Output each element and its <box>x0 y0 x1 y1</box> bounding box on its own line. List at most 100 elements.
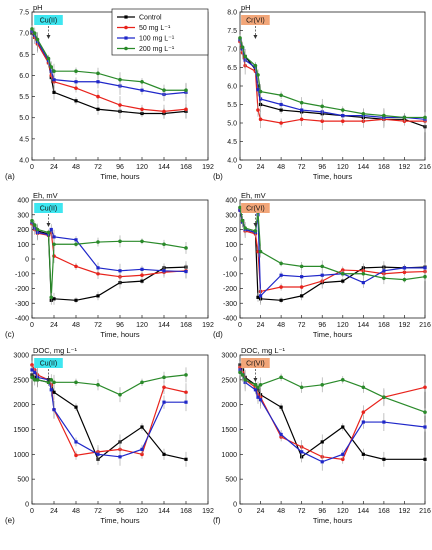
annotation-box <box>241 15 270 25</box>
x-tick-label: 96 <box>318 164 326 171</box>
data-point <box>52 90 56 94</box>
data-point <box>320 383 325 387</box>
data-point <box>74 440 78 444</box>
data-point <box>162 109 166 114</box>
data-point <box>74 238 78 242</box>
data-point <box>140 239 144 244</box>
plot-frame <box>239 199 426 319</box>
data-point <box>74 86 78 90</box>
series-1 <box>238 37 427 131</box>
data-point <box>361 271 366 276</box>
x-tick-label: 72 <box>298 322 306 329</box>
x-tick-label: 72 <box>298 508 306 515</box>
data-point <box>74 80 78 84</box>
data-point <box>96 71 100 76</box>
y-tick-label: 6.5 <box>227 65 237 72</box>
data-point <box>46 380 51 385</box>
y-tick-label: 6.0 <box>227 84 237 91</box>
y-tick-label: 0 <box>233 502 237 509</box>
data-point <box>140 88 144 92</box>
x-axis-label: Time, hours <box>100 172 140 181</box>
chart-panel-a: 0 24 48 72 96 120 144 168 192 4.0 4.5 5.0 5.5 6.0 6.5 7… <box>5 3 214 181</box>
data-point <box>258 249 263 254</box>
data-point <box>240 45 245 49</box>
data-point <box>49 227 53 232</box>
x-tick-label: 144 <box>158 164 170 171</box>
annotation-arrowhead <box>253 223 258 227</box>
data-point <box>256 73 260 77</box>
x-tick-label: 0 <box>238 508 242 515</box>
data-point <box>238 205 242 210</box>
x-tick-label: 24 <box>257 164 265 171</box>
series-line <box>239 371 426 413</box>
annotation-label: Cr(VI) <box>246 361 265 368</box>
data-point <box>320 104 325 109</box>
x-tick-label: 96 <box>318 322 326 329</box>
x-tick-label: 96 <box>318 508 326 515</box>
data-point <box>96 80 100 84</box>
y-tick-label: 6.0 <box>19 73 29 80</box>
y-tick-label: 5.5 <box>227 102 237 109</box>
x-tick-label: 216 <box>419 322 431 329</box>
x-axis-label: Time, hours <box>100 516 140 525</box>
y-tick-label: 2500 <box>221 377 237 384</box>
data-point <box>256 385 260 390</box>
data-point <box>423 266 427 270</box>
x-tick-label: 144 <box>357 322 369 329</box>
data-point <box>361 452 365 456</box>
data-point <box>162 269 166 273</box>
data-point <box>238 370 242 375</box>
x-tick-label: 24 <box>257 508 265 515</box>
data-point <box>320 460 324 464</box>
y-tick-label: -300 <box>223 301 237 308</box>
metal-addition-annotation: Cu(II) <box>34 203 63 227</box>
series-3 <box>238 34 427 123</box>
legend: Control 50 mg L⁻¹ 100 mg L⁻¹ 200 mg L⁻¹ <box>111 8 209 56</box>
x-tick-label: 48 <box>72 322 80 329</box>
y-tick-label: 200 <box>17 227 29 234</box>
x-tick-label: 192 <box>399 322 411 329</box>
data-point <box>140 380 144 385</box>
x-tick-label: 192 <box>399 508 411 515</box>
x-tick-label: 0 <box>238 164 242 171</box>
chart-panel-f: 0 24 48 72 96 120 144 168 192 216 0 500 1000 1500 2000… <box>213 346 431 525</box>
data-point <box>341 279 345 283</box>
x-tick-label: 72 <box>298 164 306 171</box>
data-point <box>30 363 34 367</box>
data-point <box>299 285 304 289</box>
series-line <box>239 41 425 124</box>
data-point <box>52 390 56 394</box>
data-point <box>30 218 34 223</box>
x-tick-label: 168 <box>378 322 390 329</box>
y-tick-label: -100 <box>223 271 237 278</box>
series-line <box>239 208 426 301</box>
y-tick-label: 7.5 <box>19 10 29 17</box>
data-point <box>299 385 304 390</box>
data-point <box>340 378 345 382</box>
data-point <box>184 373 188 377</box>
data-point <box>320 440 324 444</box>
annotation-label: Cu(II) <box>40 361 58 368</box>
annotation-arrowhead <box>46 35 51 39</box>
data-point <box>184 400 188 404</box>
data-point <box>258 294 263 298</box>
y-tick-label: 4.0 <box>19 158 29 165</box>
data-point <box>140 447 144 451</box>
y-tick-label: 7.0 <box>19 31 29 38</box>
data-point <box>340 108 345 112</box>
x-tick-label: 72 <box>94 164 102 171</box>
data-point <box>340 268 345 272</box>
panel-label: (a) <box>5 172 15 181</box>
chart-panel-e: 0 24 48 72 96 120 144 168 192 0 500 1000 1500 2000 250… <box>5 346 214 525</box>
data-point <box>279 93 283 98</box>
data-point <box>140 425 144 429</box>
data-point <box>46 230 51 235</box>
x-tick-label: 24 <box>257 322 265 329</box>
data-point <box>74 453 78 458</box>
data-point <box>96 294 100 298</box>
legend-swatch-marker <box>124 25 128 30</box>
legend-label: Control <box>139 15 162 22</box>
y-tick-label: 500 <box>17 477 29 484</box>
x-tick-label: 120 <box>337 508 349 515</box>
